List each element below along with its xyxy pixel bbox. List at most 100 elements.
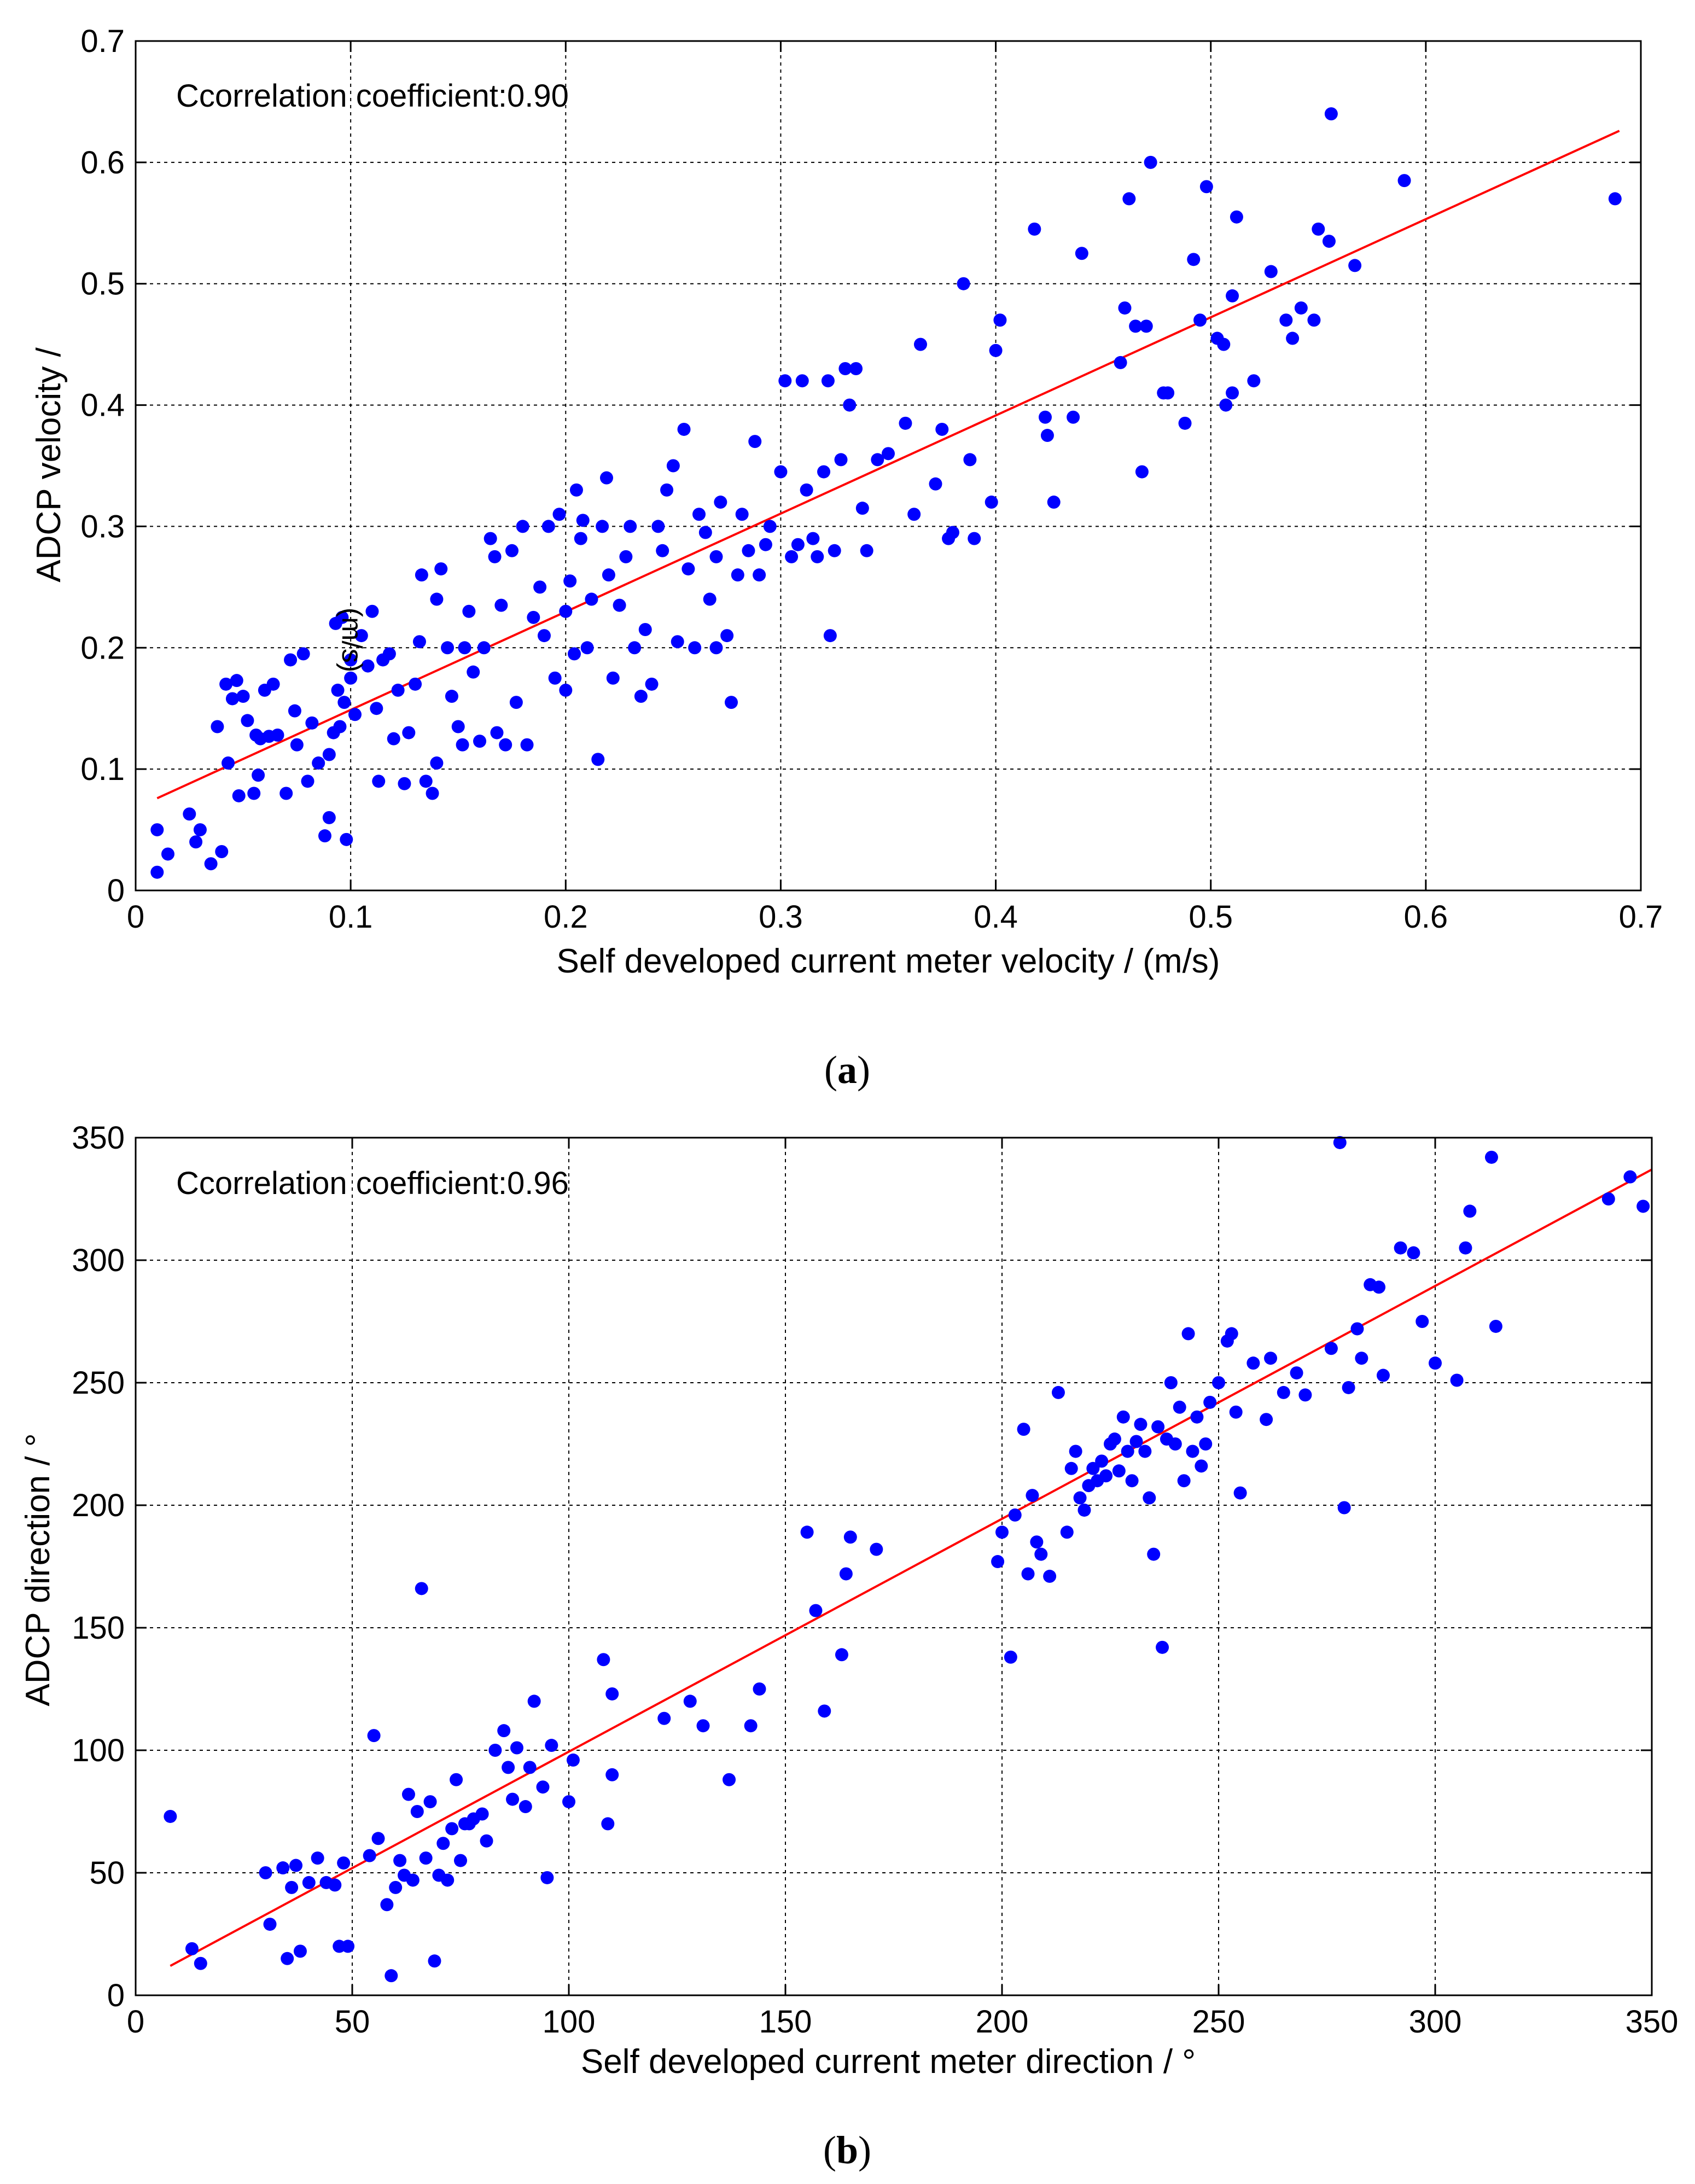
x-tick-label: 0.1 <box>329 899 373 935</box>
x-tick-label: 350 <box>1626 2004 1679 2040</box>
plot-area-b <box>136 1138 1652 1995</box>
scatter-point <box>568 647 581 661</box>
scatter-point <box>1342 1381 1355 1394</box>
scatter-point <box>285 1880 299 1894</box>
scatter-point <box>236 690 250 703</box>
ticks-a: 0 0.1 0.2 0.3 0.4 0.5 0.6 0.7 0 0.1 0.2 0.3 0.4 0.5 0.… <box>80 24 1663 935</box>
scatter-point <box>929 477 942 491</box>
scatter-point <box>671 635 684 649</box>
scatter-point <box>1226 386 1239 400</box>
scatter-point <box>441 1873 455 1887</box>
scatter-point <box>860 544 873 557</box>
scatter-point <box>785 550 799 563</box>
scatter-point <box>720 629 734 643</box>
scatter-point <box>341 1940 355 1953</box>
scatter-point <box>363 1849 376 1862</box>
scatter-point <box>744 1719 758 1733</box>
scatter-point <box>1601 1192 1615 1205</box>
x-tick-label: 0 <box>127 899 144 935</box>
scatter-point <box>1177 1474 1191 1488</box>
scatter-point <box>263 1918 277 1931</box>
y-tick-label: 0.7 <box>80 24 125 59</box>
plot-frame-a <box>135 40 1642 892</box>
scatter-point <box>1199 1437 1213 1451</box>
scatter-point <box>1156 1640 1169 1654</box>
scatter-point <box>296 647 310 661</box>
scatter-point <box>602 568 615 582</box>
scatter-point <box>791 538 805 551</box>
scatter-point <box>838 362 852 376</box>
plot-area-a <box>136 41 1641 890</box>
scatter-point <box>1219 398 1233 412</box>
scatter-point <box>1394 1241 1407 1255</box>
scatter-point <box>1040 429 1054 442</box>
scatter-point <box>1355 1352 1368 1365</box>
y-tick-label: 100 <box>72 1733 125 1768</box>
scatter-point <box>821 374 835 388</box>
scatter-point <box>871 453 884 467</box>
scatter-point <box>1298 1388 1312 1402</box>
scatter-point <box>311 1851 324 1865</box>
scatter-point <box>1397 174 1411 188</box>
scatter-point <box>365 604 379 618</box>
scatter-point <box>456 738 469 752</box>
scatter-point <box>1060 1525 1074 1539</box>
scatter-point <box>450 1773 463 1786</box>
scatter-point <box>963 453 977 467</box>
scatter-point <box>516 520 529 533</box>
scatter-point <box>1459 1241 1472 1255</box>
scatter-point <box>605 1768 619 1781</box>
scatter-point <box>1312 222 1325 236</box>
y-tick-label: 0 <box>107 1978 125 2013</box>
scatter-point <box>1190 1410 1204 1424</box>
scatter-point <box>1264 1352 1278 1365</box>
x-tick-label: 200 <box>976 2004 1029 2040</box>
scatter-point <box>1077 1503 1091 1517</box>
regression-line <box>170 1168 1652 1967</box>
x-tick-label: 0.4 <box>974 899 1018 935</box>
scatter-point <box>1075 247 1088 260</box>
scatter-point <box>451 720 465 733</box>
scatter-point <box>266 677 280 691</box>
ticks-b: 0 50 100 150 200 250 300 350 0 50 100 150 200 250 300 3… <box>72 1120 1678 2040</box>
scatter-point <box>161 847 174 861</box>
scatter-point <box>1186 1445 1199 1458</box>
scatter-point <box>1230 210 1243 224</box>
scatter-point <box>412 635 426 649</box>
scatter-point <box>806 532 820 545</box>
scatter-point <box>458 641 471 655</box>
scatter-point <box>696 1719 710 1733</box>
scatter-point <box>576 514 590 527</box>
scatter-point <box>778 374 792 388</box>
scatter-point <box>1203 1395 1217 1409</box>
scatter-point <box>540 1871 554 1884</box>
scatter-point <box>419 1851 433 1865</box>
scatter-point <box>527 1694 541 1708</box>
scatter-point <box>284 653 298 667</box>
scatter-point <box>1225 1327 1238 1341</box>
scatter-point <box>519 1800 532 1814</box>
scatter-point <box>709 641 723 655</box>
scatter-point <box>657 1711 671 1725</box>
scatter-point <box>340 832 353 846</box>
scatter-point <box>430 756 444 770</box>
scatter-point <box>354 629 368 643</box>
scatter-point <box>574 532 587 545</box>
y-tick-label: 0.3 <box>80 509 125 544</box>
scatter-point <box>834 453 848 467</box>
scatter-point <box>548 671 562 685</box>
scatter-point <box>1324 1342 1338 1355</box>
x-tick-label: 0.5 <box>1189 899 1233 935</box>
scatter-point <box>1038 410 1052 424</box>
scatter-point <box>748 435 762 449</box>
scatter-point <box>301 774 314 788</box>
scatter-point <box>828 544 841 557</box>
scatter-point <box>989 343 1003 357</box>
scatter-point <box>290 738 304 752</box>
scatter-point <box>475 1807 489 1821</box>
scatter-point <box>193 823 207 837</box>
scatter-point <box>401 1787 415 1801</box>
scatter-point <box>398 777 411 790</box>
scatter-point <box>1051 1385 1065 1399</box>
scatter-point <box>164 1809 177 1823</box>
